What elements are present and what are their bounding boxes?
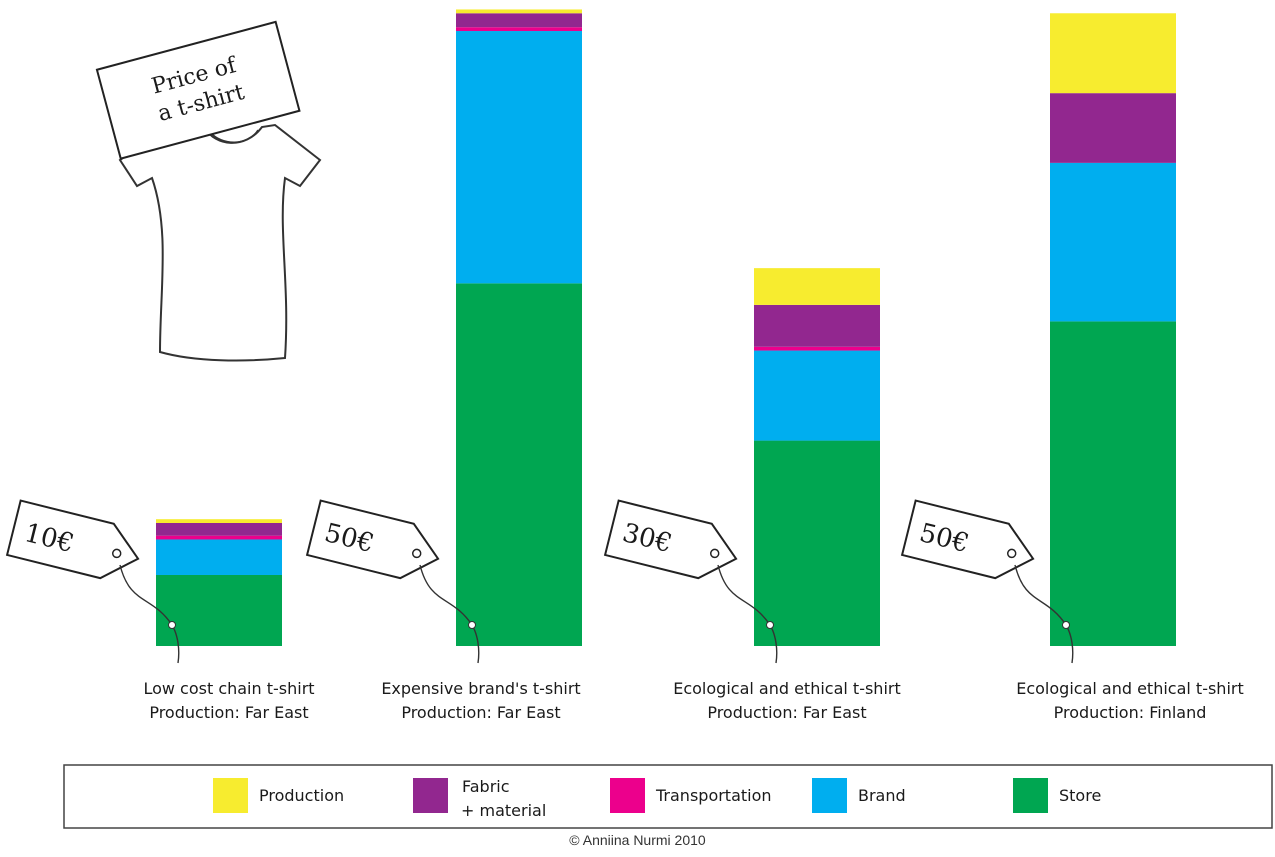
legend: Production Fabric + material Transportation…: [213, 777, 1101, 820]
tag-string-2: [419, 564, 480, 664]
legend-swatch-2: [413, 778, 448, 813]
tag-knot-4: [1062, 621, 1070, 629]
legend-label-4: Brand: [858, 786, 906, 805]
price-tag-icon: 10€: [5, 499, 140, 580]
bar-segment-brand-1: [156, 539, 282, 575]
bar-segment-brand-3: [754, 350, 880, 441]
bar-segment-fabric-material-4: [1050, 93, 1176, 163]
bar-segment-store-3: [754, 440, 880, 646]
bar-segment-transportation-1: [156, 535, 282, 540]
bar-segment-store-4: [1050, 321, 1176, 646]
bar-segment-transportation-3: [754, 346, 880, 351]
legend-swatch-3: [610, 778, 645, 813]
bar-segment-store-2: [456, 283, 582, 646]
legend-swatch-1: [213, 778, 248, 813]
tag-knot-3: [766, 621, 774, 629]
legend-swatch-4: [812, 778, 847, 813]
bar-segment-brand-4: [1050, 162, 1176, 322]
price-tag-icon: 50€: [900, 499, 1035, 580]
category-label-4-line-2: Production: Finland: [1054, 703, 1207, 722]
legend-label-1: Production: [259, 786, 344, 805]
bar-segment-fabric-material-1: [156, 523, 282, 536]
category-label-3-line-1: Ecological and ethical t-shirt: [673, 679, 901, 698]
t-shirt-icon: Price of a t-shirt: [95, 20, 322, 362]
legend-label-5: Store: [1059, 786, 1101, 805]
bar-segment-brand-2: [456, 31, 582, 284]
price-tag-icon: 50€: [305, 499, 440, 580]
price-tags: 10€ 50€ 30€ 50€: [5, 499, 1074, 664]
category-label-1-line-1: Low cost chain t-shirt: [143, 679, 314, 698]
legend-box: [63, 764, 1273, 829]
category-label-2-line-2: Production: Far East: [401, 703, 560, 722]
copyright-credit: © Anniina Nurmi 2010: [569, 832, 706, 848]
bar-segment-production-3: [754, 268, 880, 305]
tag-string-1: [119, 564, 180, 664]
legend-label-3: Transportation: [655, 786, 772, 805]
price-sign: Price of a t-shirt: [95, 20, 301, 160]
bar-segment-fabric-material-3: [754, 304, 880, 347]
category-label-4-line-1: Ecological and ethical t-shirt: [1016, 679, 1244, 698]
bar-segment-transportation-2: [456, 27, 582, 32]
bars: [156, 9, 1176, 646]
tag-knot-2: [468, 621, 476, 629]
category-label-1-line-2: Production: Far East: [149, 703, 308, 722]
legend-label-2-line-1: Fabric: [462, 777, 510, 796]
bar-segment-fabric-material-2: [456, 13, 582, 28]
tag-string-4: [1014, 564, 1074, 664]
category-labels: Low cost chain t-shirt Production: Far Ea…: [143, 679, 1243, 722]
category-label-2-line-1: Expensive brand's t-shirt: [381, 679, 580, 698]
bar-segment-production-4: [1050, 13, 1176, 94]
legend-swatch-5: [1013, 778, 1048, 813]
price-tag-icon: 30€: [603, 499, 738, 580]
bar-segment-production-2: [456, 9, 582, 14]
tag-knot-1: [168, 621, 176, 629]
category-label-3-line-2: Production: Far East: [707, 703, 866, 722]
bar-segment-store-1: [156, 574, 282, 646]
tag-string-3: [717, 564, 778, 664]
legend-label-2-line-2: + material: [461, 801, 546, 820]
bar-segment-production-1: [156, 519, 282, 523]
